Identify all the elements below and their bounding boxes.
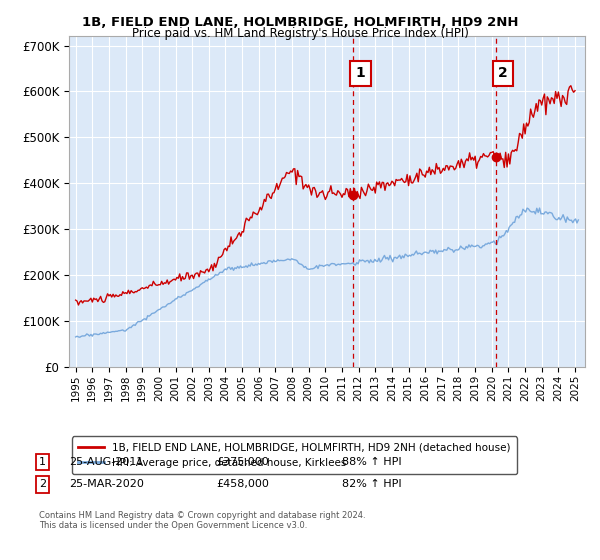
Text: 88% ↑ HPI: 88% ↑ HPI xyxy=(342,457,401,467)
Text: 2: 2 xyxy=(39,479,46,489)
Text: 25-AUG-2011: 25-AUG-2011 xyxy=(69,457,143,467)
Text: 2: 2 xyxy=(498,66,508,80)
Text: 1: 1 xyxy=(355,66,365,80)
Text: Price paid vs. HM Land Registry's House Price Index (HPI): Price paid vs. HM Land Registry's House … xyxy=(131,27,469,40)
Text: Contains HM Land Registry data © Crown copyright and database right 2024.
This d: Contains HM Land Registry data © Crown c… xyxy=(39,511,365,530)
Text: 25-MAR-2020: 25-MAR-2020 xyxy=(69,479,144,489)
Text: £375,000: £375,000 xyxy=(216,457,269,467)
Legend: 1B, FIELD END LANE, HOLMBRIDGE, HOLMFIRTH, HD9 2NH (detached house), HPI: Averag: 1B, FIELD END LANE, HOLMBRIDGE, HOLMFIRT… xyxy=(71,436,517,474)
Text: £458,000: £458,000 xyxy=(216,479,269,489)
Text: 82% ↑ HPI: 82% ↑ HPI xyxy=(342,479,401,489)
Text: 1: 1 xyxy=(39,457,46,467)
Text: 1B, FIELD END LANE, HOLMBRIDGE, HOLMFIRTH, HD9 2NH: 1B, FIELD END LANE, HOLMBRIDGE, HOLMFIRT… xyxy=(82,16,518,29)
